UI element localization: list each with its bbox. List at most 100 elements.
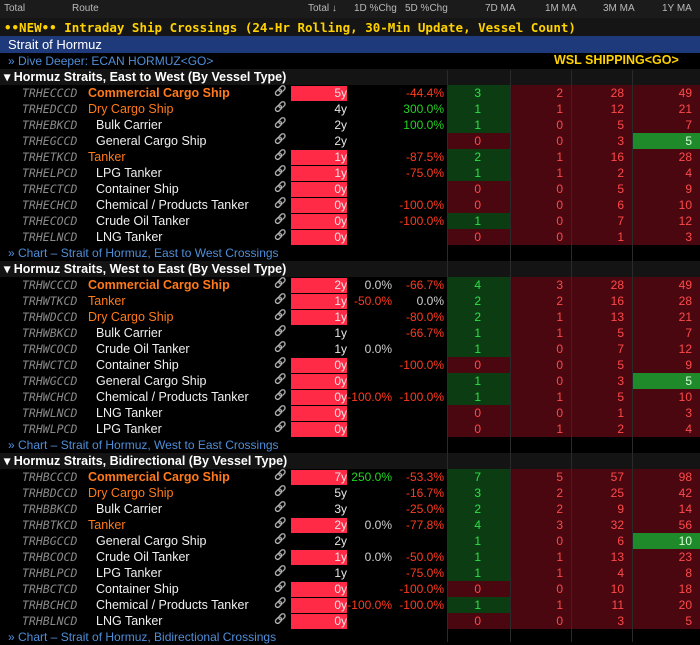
vessel-type-name[interactable]: Dry Cargo Ship <box>88 102 174 116</box>
table-row[interactable]: TRHBCHCD Chemical / Products Tanker 🔗 0y -10… <box>0 597 447 613</box>
table-row[interactable]: TRHELPCD LPG Tanker 🔗 1y -75.0% <box>0 165 447 181</box>
vessel-type-name[interactable]: Chemical / Products Tanker <box>96 198 249 212</box>
table-row[interactable]: TRHECTCD Container Ship 🔗 0y <box>0 181 447 197</box>
vessel-type-name[interactable]: Dry Cargo Ship <box>88 310 174 324</box>
vessel-type-name[interactable]: Dry Cargo Ship <box>88 486 174 500</box>
col-total[interactable]: Total ↓ <box>308 3 337 14</box>
section-header[interactable]: ▾ Hormuz Straits, Bidirectional (By Vess… <box>0 453 700 469</box>
chain-link-icon[interactable]: 🔗 <box>274 422 287 433</box>
ticker[interactable]: TRHELNCD <box>22 230 78 244</box>
vessel-type-name[interactable]: Tanker <box>88 150 126 164</box>
chain-link-icon[interactable]: 🔗 <box>274 294 287 305</box>
vessel-type-name[interactable]: General Cargo Ship <box>96 374 207 388</box>
ticker[interactable]: TRHBCTCD <box>22 582 78 596</box>
table-row[interactable]: TRHEBKCD Bulk Carrier 🔗 2y 100.0% <box>0 117 447 133</box>
chart-link-row[interactable]: » Chart – Strait of Hormuz, Bidirectiona… <box>0 629 447 645</box>
ticker[interactable]: TRHEBKCD <box>22 118 78 132</box>
table-row[interactable]: TRHBCCCD Commercial Cargo Ship 🔗 7y 250.0% -5… <box>0 469 447 485</box>
ticker[interactable]: TRHBDCCD <box>22 486 78 500</box>
col-1m-ma[interactable]: 1M MA <box>545 3 577 14</box>
table-row[interactable]: TRHWLNCD LNG Tanker 🔗 0y <box>0 405 447 421</box>
ticker[interactable]: TRHWDCCD <box>22 310 78 324</box>
table-row[interactable]: TRHECOCD Crude Oil Tanker 🔗 0y -100.0% <box>0 213 447 229</box>
ticker[interactable]: TRHECHCD <box>22 198 78 212</box>
vessel-type-name[interactable]: General Cargo Ship <box>96 534 207 548</box>
chart-link-row[interactable]: » Chart – Strait of Hormuz, West to East… <box>0 437 447 453</box>
chain-link-icon[interactable]: 🔗 <box>274 614 287 625</box>
chain-link-icon[interactable]: 🔗 <box>274 598 287 609</box>
ticker[interactable]: TRHWBKCD <box>22 326 78 340</box>
chain-link-icon[interactable]: 🔗 <box>274 134 287 145</box>
vessel-type-name[interactable]: Commercial Cargo Ship <box>88 278 230 292</box>
ticker[interactable]: TRHWCCCD <box>22 278 78 292</box>
ticker[interactable]: TRHWCOCD <box>22 342 78 356</box>
chart-link[interactable]: » Chart – Strait of Hormuz, Bidirectiona… <box>8 630 277 644</box>
vessel-type-name[interactable]: Bulk Carrier <box>96 502 162 516</box>
vessel-type-name[interactable]: LPG Tanker <box>96 422 162 436</box>
chain-link-icon[interactable]: 🔗 <box>274 230 287 241</box>
chain-link-icon[interactable]: 🔗 <box>274 118 287 129</box>
vessel-type-name[interactable]: Tanker <box>88 294 126 308</box>
chain-link-icon[interactable]: 🔗 <box>274 390 287 401</box>
vessel-type-name[interactable]: LNG Tanker <box>96 614 163 628</box>
vessel-type-name[interactable]: Bulk Carrier <box>96 118 162 132</box>
table-row[interactable]: TRHWCHCD Chemical / Products Tanker 🔗 0y -10… <box>0 389 447 405</box>
col-1y-ma[interactable]: 1Y MA <box>662 3 692 14</box>
vessel-type-name[interactable]: Commercial Cargo Ship <box>88 470 230 484</box>
ticker[interactable]: TRHBCOCD <box>22 550 78 564</box>
chain-link-icon[interactable]: 🔗 <box>274 310 287 321</box>
table-row[interactable]: TRHEDCCD Dry Cargo Ship 🔗 4y 300.0% <box>0 101 447 117</box>
ticker[interactable]: TRHEDCCD <box>22 102 78 116</box>
vessel-type-name[interactable]: LPG Tanker <box>96 166 162 180</box>
vessel-type-name[interactable]: Tanker <box>88 518 126 532</box>
chart-link[interactable]: » Chart – Strait of Hormuz, West to East… <box>8 438 279 452</box>
chain-link-icon[interactable]: 🔗 <box>274 550 287 561</box>
ticker[interactable]: TRHWLNCD <box>22 406 78 420</box>
ticker[interactable]: TRHBBKCD <box>22 502 78 516</box>
chart-link[interactable]: » Chart – Strait of Hormuz, East to West… <box>8 246 279 260</box>
ticker[interactable]: TRHETKCD <box>22 150 78 164</box>
vessel-type-name[interactable]: Container Ship <box>96 182 179 196</box>
vessel-type-name[interactable]: Commercial Cargo Ship <box>88 86 230 100</box>
vessel-type-name[interactable]: Chemical / Products Tanker <box>96 390 249 404</box>
table-row[interactable]: TRHWLPCD LPG Tanker 🔗 0y <box>0 421 447 437</box>
chain-link-icon[interactable]: 🔗 <box>274 406 287 417</box>
ticker[interactable]: TRHELPCD <box>22 166 78 180</box>
table-row[interactable]: TRHETKCD Tanker 🔗 1y -87.5% <box>0 149 447 165</box>
vessel-type-name[interactable]: Container Ship <box>96 582 179 596</box>
dive-deeper-link[interactable]: » Dive Deeper: ECAN HORMUZ<GO> <box>8 54 214 68</box>
chain-link-icon[interactable]: 🔗 <box>274 566 287 577</box>
chain-link-icon[interactable]: 🔗 <box>274 358 287 369</box>
chain-link-icon[interactable]: 🔗 <box>274 374 287 385</box>
ticker[interactable]: TRHECTCD <box>22 182 78 196</box>
chain-link-icon[interactable]: 🔗 <box>274 534 287 545</box>
ticker[interactable]: TRHEGCCD <box>22 134 78 148</box>
col-route[interactable]: Route <box>72 3 99 14</box>
chain-link-icon[interactable]: 🔗 <box>274 470 287 481</box>
wsl-shipping-link[interactable]: WSL SHIPPING<GO> <box>554 53 679 67</box>
table-row[interactable]: TRHEGCCD General Cargo Ship 🔗 2y <box>0 133 447 149</box>
section-header[interactable]: ▾ Hormuz Straits, West to East (By Vesse… <box>0 261 700 277</box>
ticker[interactable]: TRHBTKCD <box>22 518 78 532</box>
ticker[interactable]: TRHWLPCD <box>22 422 78 436</box>
col-total-left[interactable]: Total <box>4 3 26 14</box>
col-3m-ma[interactable]: 3M MA <box>603 3 635 14</box>
chain-link-icon[interactable]: 🔗 <box>274 502 287 513</box>
table-row[interactable]: TRHBDCCD Dry Cargo Ship 🔗 5y -16.7% <box>0 485 447 501</box>
vessel-type-name[interactable]: LNG Tanker <box>96 406 163 420</box>
ticker[interactable]: TRHECCCD <box>22 86 78 100</box>
chain-link-icon[interactable]: 🔗 <box>274 150 287 161</box>
chain-link-icon[interactable]: 🔗 <box>274 518 287 529</box>
chain-link-icon[interactable]: 🔗 <box>274 582 287 593</box>
ticker[interactable]: TRHBGCCD <box>22 534 78 548</box>
table-row[interactable]: TRHBCTCD Container Ship 🔗 0y -100.0% <box>0 581 447 597</box>
chain-link-icon[interactable]: 🔗 <box>274 166 287 177</box>
table-row[interactable]: TRHBGCCD General Cargo Ship 🔗 2y <box>0 533 447 549</box>
ticker[interactable]: TRHWCTCD <box>22 358 78 372</box>
chain-link-icon[interactable]: 🔗 <box>274 102 287 113</box>
ticker[interactable]: TRHBLPCD <box>22 566 78 580</box>
table-row[interactable]: TRHWTKCD Tanker 🔗 1y -50.0% 0.0% <box>0 293 447 309</box>
chart-link-row[interactable]: » Chart – Strait of Hormuz, East to West… <box>0 245 447 261</box>
vessel-type-name[interactable]: LPG Tanker <box>96 566 162 580</box>
table-row[interactable]: TRHWCOCD Crude Oil Tanker 🔗 1y 0.0% <box>0 341 447 357</box>
